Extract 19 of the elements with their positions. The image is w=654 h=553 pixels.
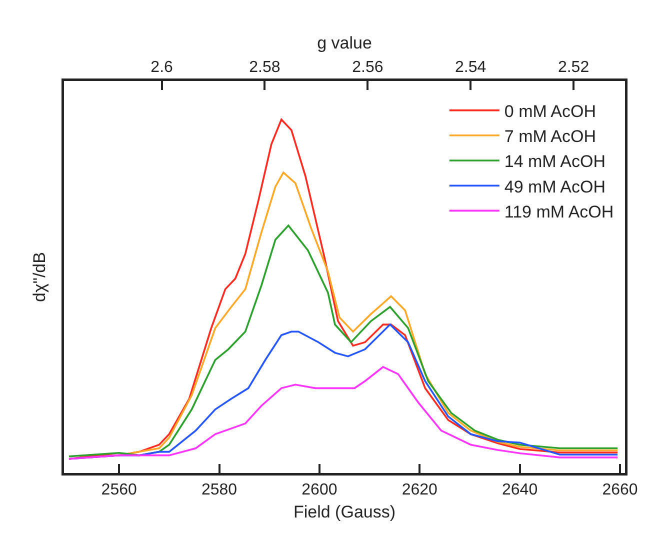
legend-label: 0 mM AcOH [504, 102, 596, 121]
x-tick-label: 2640 [502, 482, 538, 499]
x-axis-title: Field (Gauss) [293, 502, 396, 522]
y-axis-title: dχ"/dB [30, 252, 49, 302]
x2-tick-label: 2.52 [558, 59, 590, 76]
x2-tick-label: 2.56 [352, 59, 384, 76]
x2-tick-label: 2.54 [455, 59, 486, 76]
x2-tick-label: 2.58 [249, 59, 280, 76]
x-tick-label: 2580 [201, 482, 238, 499]
legend-label: 14 mM AcOH [504, 152, 606, 172]
x2-axis-title: g value [317, 33, 372, 52]
x-tick-label: 2600 [302, 482, 338, 499]
x-tick-label: 2620 [402, 482, 438, 499]
x-tick-label: 2560 [101, 482, 137, 499]
legend-label: 7 mM AcOH [504, 127, 596, 146]
x-tick-label: 2660 [602, 482, 638, 499]
legend-label: 49 mM AcOH [504, 177, 606, 196]
legend-label: 119 mM AcOH [504, 202, 614, 222]
x2-tick-label: 2.6 [150, 59, 174, 76]
